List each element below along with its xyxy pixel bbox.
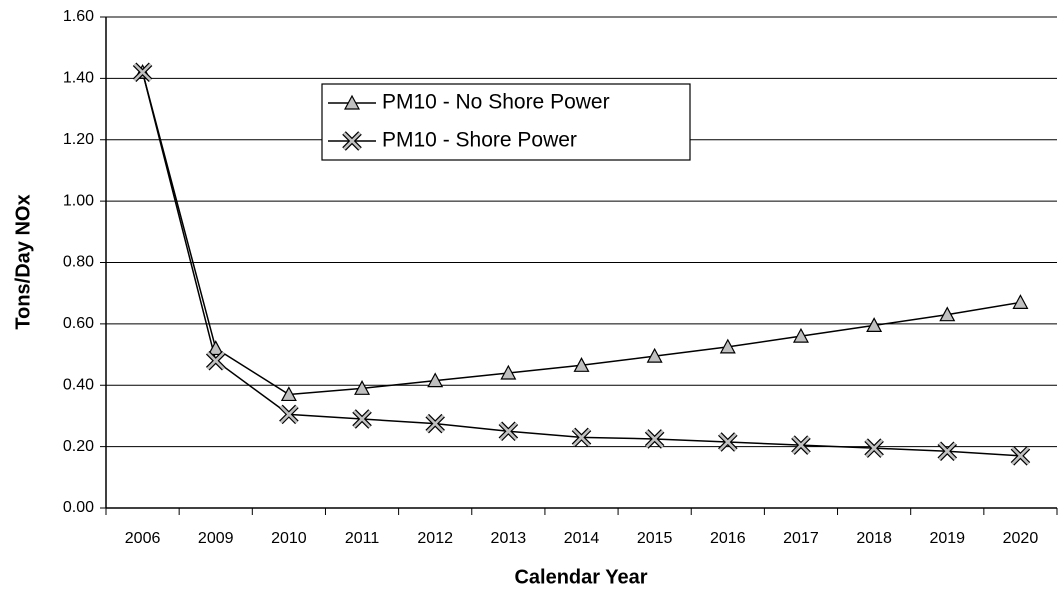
marker-fill — [645, 430, 664, 448]
x-tick-label: 2011 — [345, 530, 380, 547]
data-point — [498, 421, 519, 442]
y-tick-label: 1.60 — [63, 8, 94, 25]
y-tick-label: 0.80 — [63, 254, 94, 271]
marker-fill — [718, 433, 737, 451]
data-point — [646, 347, 663, 363]
data-point — [864, 438, 884, 458]
data-point — [205, 350, 226, 371]
data-point — [939, 306, 956, 322]
legend-box — [321, 83, 691, 161]
data-point — [866, 317, 883, 333]
x-tick-label: 2014 — [564, 530, 600, 547]
data-point — [718, 432, 738, 452]
data-point — [352, 409, 372, 429]
data-point — [1010, 446, 1031, 466]
x-tick-label: 2010 — [271, 530, 307, 547]
data-point — [573, 357, 590, 372]
y-axis-label: Tons/Day NOx — [12, 194, 34, 329]
data-point — [571, 427, 592, 448]
y-tick-label: 1.00 — [63, 192, 94, 209]
marker-fill — [426, 414, 445, 433]
data-point — [644, 429, 665, 449]
data-point — [280, 386, 297, 402]
y-tick-label: 1.40 — [63, 70, 94, 87]
x-tick-label: 2019 — [929, 530, 965, 547]
x-tick-label: 2013 — [491, 530, 527, 547]
data-point — [1012, 294, 1029, 309]
x-tick-label: 2009 — [198, 530, 234, 547]
data-point — [427, 372, 444, 388]
marker-fill — [572, 428, 591, 447]
data-point — [279, 404, 299, 425]
y-tick-label: 0.00 — [63, 499, 94, 516]
x-tick-label: 2012 — [417, 530, 453, 547]
y-tick-label: 0.60 — [63, 315, 94, 332]
x-tick-label: 2018 — [856, 530, 892, 547]
y-tick-label: 0.20 — [63, 438, 94, 455]
x-tick-label: 2020 — [1003, 530, 1039, 547]
data-point — [792, 327, 809, 343]
data-point — [132, 62, 153, 83]
marker-fill — [499, 422, 518, 441]
x-tick-label: 2016 — [710, 530, 746, 547]
x-tick-label: 2015 — [637, 530, 673, 547]
data-point — [937, 441, 958, 461]
data-point — [719, 338, 736, 354]
marker-fill — [343, 132, 361, 150]
marker-fill — [206, 351, 225, 370]
legend-marker — [342, 131, 362, 151]
legend-label: PM10 - No Shore Power — [382, 91, 610, 114]
data-point — [791, 435, 811, 455]
y-tick-label: 0.40 — [63, 376, 94, 393]
marker-fill — [792, 436, 810, 455]
marker-fill — [353, 410, 371, 428]
x-tick-label: 2017 — [783, 530, 819, 547]
marker-fill — [279, 405, 298, 424]
data-point — [500, 364, 517, 380]
legend-label: PM10 - Shore Power — [382, 129, 577, 152]
marker-fill — [938, 442, 957, 461]
data-point — [354, 380, 371, 395]
marker-fill — [1011, 446, 1030, 465]
x-tick-label: 2006 — [125, 530, 161, 547]
legend-marker — [343, 94, 361, 110]
data-point — [207, 340, 224, 356]
marker-fill — [865, 439, 884, 458]
y-tick-label: 1.20 — [63, 131, 94, 148]
marker-fill — [133, 63, 152, 82]
x-axis-label: Calendar Year — [514, 566, 647, 588]
data-point — [425, 413, 445, 434]
